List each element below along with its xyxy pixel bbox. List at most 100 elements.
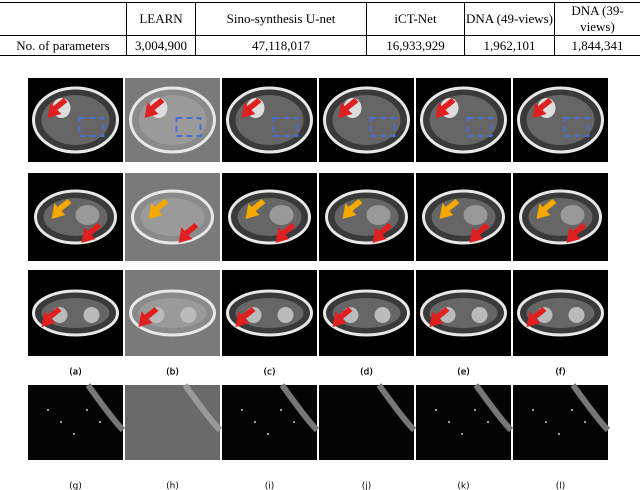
- arrow: [435, 98, 456, 118]
- panel-label: (a): [69, 368, 82, 378]
- organ: [560, 205, 585, 225]
- speck: [435, 409, 437, 411]
- arrow: [51, 199, 72, 219]
- table-row: No. of parameters 3,004,900 47,118,017 1…: [0, 35, 640, 56]
- arrow: [178, 223, 199, 243]
- arrow: [41, 307, 62, 327]
- speck: [558, 433, 560, 435]
- organ: [180, 307, 197, 323]
- speck: [99, 421, 101, 423]
- row-label: No. of parameters: [0, 35, 127, 56]
- arrow: [144, 98, 165, 118]
- lung-edge: [279, 383, 320, 433]
- organ: [172, 205, 197, 225]
- roi-box: [272, 117, 299, 137]
- speck: [474, 409, 476, 411]
- organ: [471, 307, 488, 323]
- arrow: [332, 307, 353, 327]
- zoom-image: [416, 385, 511, 460]
- speck: [241, 409, 243, 411]
- speck: [532, 409, 534, 411]
- roi-box: [369, 117, 396, 137]
- arrow: [338, 98, 359, 118]
- arrow: [47, 98, 68, 118]
- organ: [75, 205, 100, 225]
- panel-label: (f): [555, 368, 565, 378]
- lung-edge: [85, 383, 126, 433]
- panel-label: (j): [362, 482, 372, 490]
- panel-label: (f): [555, 368, 565, 378]
- arrow: [532, 98, 553, 118]
- header-cell: Sino-synthesis U-net: [195, 2, 367, 36]
- panel-label: (f): [555, 368, 565, 378]
- panel-label: (l): [556, 482, 566, 490]
- panel-label: (d): [360, 368, 373, 378]
- parameter-table: LEARN Sino-synthesis U-net iCT-Net DNA (…: [0, 2, 640, 56]
- roi-box: [563, 117, 590, 137]
- speck: [86, 409, 88, 411]
- arrow: [81, 223, 102, 243]
- panel-label: (a): [69, 368, 82, 378]
- arrow: [235, 307, 256, 327]
- speck: [73, 433, 75, 435]
- organ: [568, 307, 585, 323]
- panel-label: (h): [166, 482, 179, 490]
- panel-label: (c): [264, 368, 276, 378]
- zoom-image: [125, 385, 220, 460]
- body-inner: [332, 95, 401, 145]
- panel-label: (c): [264, 368, 276, 378]
- lung-edge: [182, 383, 223, 433]
- lung-edge: [570, 383, 611, 433]
- body-inner: [235, 95, 304, 145]
- arrow: [566, 223, 587, 243]
- roi-box: [175, 117, 202, 137]
- arrow: [275, 223, 296, 243]
- body-inner: [41, 95, 110, 145]
- cell: 1,844,341: [554, 35, 640, 56]
- arrow: [241, 98, 262, 118]
- body-inner: [526, 95, 595, 145]
- organ: [83, 307, 100, 323]
- speck: [280, 409, 282, 411]
- header-cell: iCT-Net: [366, 2, 465, 36]
- panel-label: (d): [360, 368, 373, 378]
- header-cell: DNA (39-views): [554, 2, 640, 36]
- panel-label: (g): [69, 482, 82, 490]
- arrow: [245, 199, 266, 219]
- speck: [267, 433, 269, 435]
- cell: 1,962,101: [464, 35, 555, 56]
- body-inner: [429, 95, 498, 145]
- speck: [293, 421, 295, 423]
- speck: [487, 421, 489, 423]
- cell: 16,933,929: [366, 35, 465, 56]
- panel-label: (b): [166, 368, 179, 378]
- speck: [254, 421, 256, 423]
- panel-label: (k): [457, 482, 469, 490]
- organ: [366, 205, 391, 225]
- arrow: [372, 223, 393, 243]
- panel-label: (d): [360, 368, 373, 378]
- panel-label: (a): [69, 368, 82, 378]
- panel-label: (b): [166, 368, 179, 378]
- speck: [461, 433, 463, 435]
- lung-edge: [473, 383, 514, 433]
- panel-label: (c): [264, 368, 276, 378]
- arrow: [439, 199, 460, 219]
- speck: [545, 421, 547, 423]
- zoom-image: [222, 385, 317, 460]
- organ: [374, 307, 391, 323]
- speck: [47, 409, 49, 411]
- arrow: [469, 223, 490, 243]
- cell: 3,004,900: [126, 35, 196, 56]
- header-cell: [0, 2, 127, 36]
- organ: [463, 205, 488, 225]
- table-header: LEARN Sino-synthesis U-net iCT-Net DNA (…: [0, 2, 640, 36]
- speck: [60, 421, 62, 423]
- zoom-image: [319, 385, 414, 460]
- arrow: [536, 199, 557, 219]
- header-cell: LEARN: [126, 2, 196, 36]
- header-cell: DNA (49-views): [464, 2, 555, 36]
- arrow: [148, 199, 169, 219]
